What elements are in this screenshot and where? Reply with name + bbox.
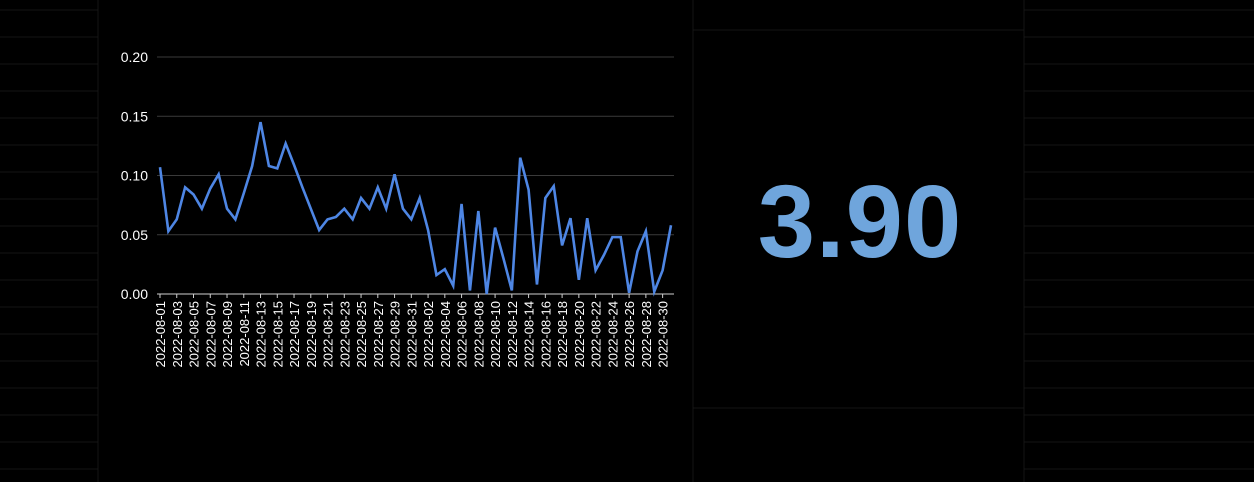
x-tick-label: 2022-08-15	[270, 301, 285, 368]
y-tick-label: 0.05	[121, 227, 148, 243]
x-tick-label: 2022-08-12	[505, 301, 520, 368]
x-tick-label: 2022-08-01	[153, 301, 168, 368]
x-tick-label: 2022-08-05	[187, 301, 202, 368]
x-tick-label: 2022-08-10	[488, 301, 503, 368]
metric-value: 3.90	[757, 164, 963, 279]
line-chart-panel: 0.00 0.05 0.10 0.15 0.20 2022-08-01 2022-08-03…	[100, 0, 690, 405]
x-tick-label: 2022-08-07	[203, 301, 218, 368]
x-tick-label: 2022-08-27	[371, 301, 386, 368]
x-tick-label: 2022-08-29	[388, 301, 403, 368]
x-tick-label: 2022-08-17	[287, 301, 302, 368]
metric-panel: 3.90	[695, 30, 1025, 410]
x-tick-label: 2022-08-30	[656, 301, 671, 368]
line-chart: 0.00 0.05 0.10 0.15 0.20 2022-08-01 2022-08-03…	[121, 49, 674, 368]
y-tick-label: 0.10	[121, 168, 148, 184]
x-tick-label: 2022-08-21	[321, 301, 336, 368]
x-tick-label: 2022-08-22	[589, 301, 604, 368]
series-line	[158, 121, 673, 297]
x-tick-label: 2022-08-08	[471, 301, 486, 368]
x-tick-label: 2022-08-28	[639, 301, 654, 368]
x-tick-label: 2022-08-03	[170, 301, 185, 368]
x-tick-label: 2022-08-13	[254, 301, 269, 368]
x-tick-label: 2022-08-06	[455, 301, 470, 368]
x-tick-label: 2022-08-04	[438, 301, 453, 368]
x-tick-label: 2022-08-18	[555, 301, 570, 368]
x-tick-label: 2022-08-19	[304, 301, 319, 368]
x-tick-label: 2022-08-09	[220, 301, 235, 368]
x-tick-label: 2022-08-16	[538, 301, 553, 368]
x-tick-label: 2022-08-31	[404, 301, 419, 368]
x-tick-label: 2022-08-02	[421, 301, 436, 368]
x-tick-label: 2022-08-11	[237, 301, 252, 367]
y-tick-label: 0.00	[121, 286, 148, 302]
y-tick-label: 0.20	[121, 49, 148, 65]
x-tick-label: 2022-08-14	[522, 301, 537, 368]
x-tick-label: 2022-08-24	[605, 301, 620, 368]
x-tick-label: 2022-08-25	[354, 301, 369, 368]
y-tick-label: 0.15	[121, 108, 148, 124]
x-tick-label: 2022-08-26	[622, 301, 637, 368]
x-tick-label: 2022-08-23	[337, 301, 352, 368]
x-tick-label: 2022-08-20	[572, 301, 587, 368]
